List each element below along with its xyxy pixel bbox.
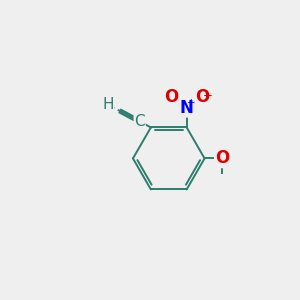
- Text: O: O: [164, 88, 178, 106]
- Text: N: N: [180, 99, 194, 117]
- Text: H: H: [102, 97, 114, 112]
- Text: O: O: [195, 88, 209, 106]
- Text: +: +: [188, 98, 196, 108]
- Text: −: −: [203, 89, 213, 102]
- Text: O: O: [215, 149, 229, 167]
- Text: C: C: [134, 114, 145, 129]
